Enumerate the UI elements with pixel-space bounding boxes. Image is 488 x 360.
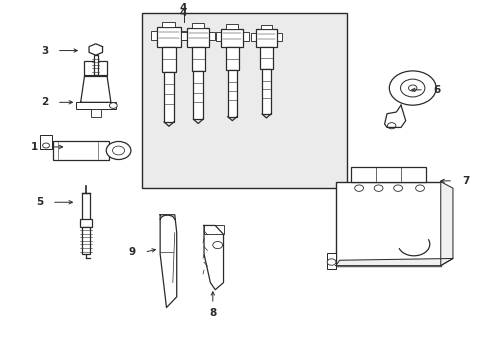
Circle shape <box>393 185 402 192</box>
Bar <box>225 47 238 70</box>
Circle shape <box>106 141 131 159</box>
Bar <box>157 27 180 47</box>
Text: 1: 1 <box>31 142 39 152</box>
Circle shape <box>212 242 222 249</box>
Circle shape <box>386 123 395 129</box>
Bar <box>260 24 272 30</box>
Bar <box>186 28 209 47</box>
Text: 2: 2 <box>41 97 48 107</box>
Bar <box>276 33 282 41</box>
Bar <box>262 69 270 114</box>
Bar <box>226 24 238 29</box>
Bar <box>193 71 203 119</box>
Circle shape <box>400 79 424 97</box>
Bar <box>53 141 109 160</box>
Bar <box>84 61 107 76</box>
Text: 9: 9 <box>128 247 136 257</box>
Bar <box>243 32 248 41</box>
Text: 3: 3 <box>41 46 48 55</box>
Bar <box>350 167 425 182</box>
Bar <box>163 72 173 122</box>
Bar <box>191 47 204 71</box>
Bar <box>80 219 92 227</box>
Circle shape <box>109 103 117 108</box>
Polygon shape <box>160 215 176 307</box>
Bar <box>255 30 276 47</box>
Bar <box>203 225 223 234</box>
Text: 4: 4 <box>180 8 187 18</box>
Bar <box>209 32 215 40</box>
Bar <box>40 135 52 149</box>
Circle shape <box>388 71 435 105</box>
Bar <box>91 109 101 117</box>
Circle shape <box>326 259 335 265</box>
Bar <box>76 102 116 109</box>
Bar <box>216 32 221 41</box>
Bar <box>151 31 157 40</box>
Text: 4: 4 <box>180 3 187 13</box>
Bar <box>250 33 255 41</box>
Text: 7: 7 <box>462 176 469 186</box>
Polygon shape <box>203 225 223 290</box>
Polygon shape <box>440 182 452 266</box>
Text: 8: 8 <box>209 308 216 318</box>
Bar <box>81 193 90 220</box>
Polygon shape <box>89 44 102 55</box>
Bar <box>335 182 440 266</box>
Circle shape <box>407 85 416 91</box>
Bar <box>326 253 335 269</box>
Circle shape <box>415 185 424 192</box>
Bar <box>81 227 90 254</box>
Bar <box>192 23 204 28</box>
Bar <box>162 47 175 72</box>
Text: 5: 5 <box>36 197 43 207</box>
Bar <box>221 29 243 47</box>
Circle shape <box>373 185 382 192</box>
Polygon shape <box>335 258 452 266</box>
Bar <box>260 47 272 69</box>
Bar <box>93 55 98 75</box>
Circle shape <box>112 146 124 155</box>
Bar <box>162 22 175 27</box>
Bar <box>227 70 236 117</box>
Polygon shape <box>81 76 111 102</box>
Text: 6: 6 <box>432 85 440 95</box>
Circle shape <box>354 185 363 192</box>
Bar <box>180 31 186 40</box>
Bar <box>181 32 186 40</box>
Circle shape <box>42 143 49 148</box>
Bar <box>142 13 346 188</box>
